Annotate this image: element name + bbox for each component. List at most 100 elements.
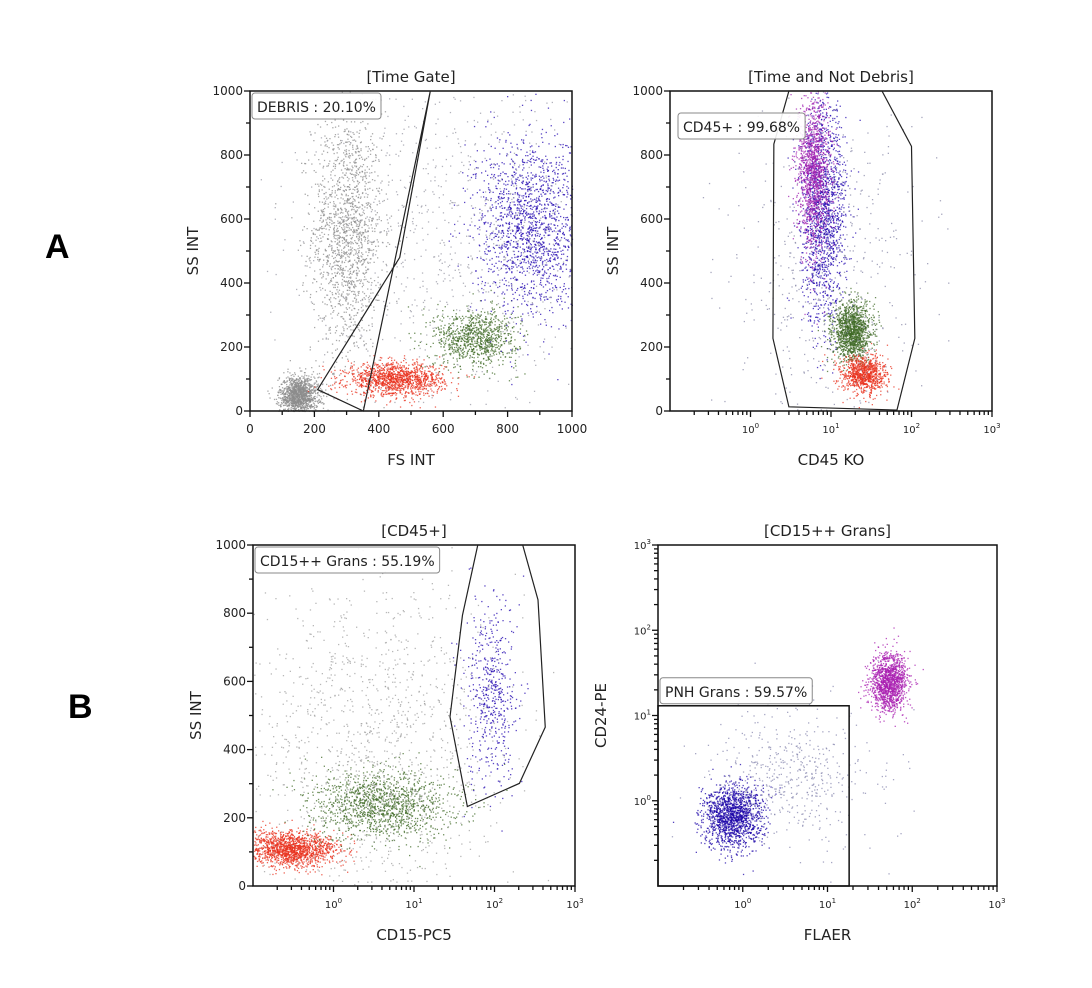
data-point [365, 279, 366, 280]
data-point [310, 347, 311, 348]
data-point [329, 222, 330, 223]
data-point [347, 283, 348, 284]
data-point [326, 138, 327, 139]
data-point [360, 337, 361, 338]
data-point [308, 213, 309, 214]
data-point [351, 229, 352, 230]
data-point [367, 242, 368, 243]
data-point [333, 258, 334, 259]
data-point [315, 252, 316, 253]
data-point [323, 260, 324, 261]
data-point [354, 308, 355, 309]
data-point [386, 233, 387, 234]
data-point [343, 286, 344, 287]
data-point [335, 298, 336, 299]
data-point [322, 180, 323, 181]
data-point [345, 324, 346, 325]
data-point [334, 153, 335, 154]
data-point [304, 372, 305, 373]
data-point [339, 266, 340, 267]
data-point [339, 232, 340, 233]
data-point [300, 245, 301, 246]
data-point [303, 282, 304, 283]
data-point [346, 128, 347, 129]
data-point [359, 330, 360, 331]
data-point [350, 155, 351, 156]
data-point [342, 279, 343, 280]
data-point [320, 184, 321, 185]
data-point [353, 213, 354, 214]
data-point [358, 197, 359, 198]
data-point [334, 225, 335, 226]
data-point [360, 122, 361, 123]
data-point [366, 224, 367, 225]
data-point [347, 213, 348, 214]
data-point [332, 180, 333, 181]
data-point [305, 261, 306, 262]
data-point [326, 278, 327, 279]
data-point [324, 303, 325, 304]
data-point [349, 153, 350, 154]
data-point [364, 276, 365, 277]
data-point [335, 287, 336, 288]
data-point [336, 330, 337, 331]
data-point [347, 180, 348, 181]
data-point [360, 215, 361, 216]
data-point [316, 249, 317, 250]
data-point [341, 252, 342, 253]
data-point [344, 226, 345, 227]
data-point [318, 211, 319, 212]
data-point [287, 371, 288, 372]
data-point [329, 254, 330, 255]
data-point [342, 216, 343, 217]
data-point [327, 124, 328, 125]
data-point [322, 236, 323, 237]
data-point [365, 129, 366, 130]
data-point [305, 163, 306, 164]
data-point [365, 127, 366, 128]
data-point [366, 158, 367, 159]
data-point [335, 327, 336, 328]
data-point [338, 179, 339, 180]
data-point [350, 329, 351, 330]
data-point [324, 187, 325, 188]
data-point [347, 254, 348, 255]
data-point [337, 287, 338, 288]
data-point [345, 156, 346, 157]
data-point [323, 221, 324, 222]
data-point [331, 250, 332, 251]
data-point [328, 197, 329, 198]
data-point [345, 281, 346, 282]
data-point [307, 195, 308, 196]
data-point [355, 176, 356, 177]
data-point [331, 196, 332, 197]
data-point [377, 295, 378, 296]
data-point [332, 312, 333, 313]
data-point [318, 253, 319, 254]
data-point [354, 121, 355, 122]
data-point [337, 325, 338, 326]
data-point [339, 202, 340, 203]
data-point [319, 366, 320, 367]
data-point [352, 247, 353, 248]
data-point [354, 189, 355, 190]
data-point [325, 196, 326, 197]
data-point [338, 157, 339, 158]
data-point [361, 252, 362, 253]
data-point [360, 281, 361, 282]
data-point [368, 146, 369, 147]
data-point [331, 217, 332, 218]
data-point [365, 237, 366, 238]
data-point [355, 172, 356, 173]
data-point [355, 210, 356, 211]
data-point [342, 326, 343, 327]
data-point [368, 250, 369, 251]
data-point [342, 212, 343, 213]
data-point [385, 111, 386, 112]
data-point [374, 262, 375, 263]
data-point [319, 269, 320, 270]
data-point [332, 352, 333, 353]
data-point [362, 245, 363, 246]
data-point [327, 304, 328, 305]
data-point [304, 226, 305, 227]
